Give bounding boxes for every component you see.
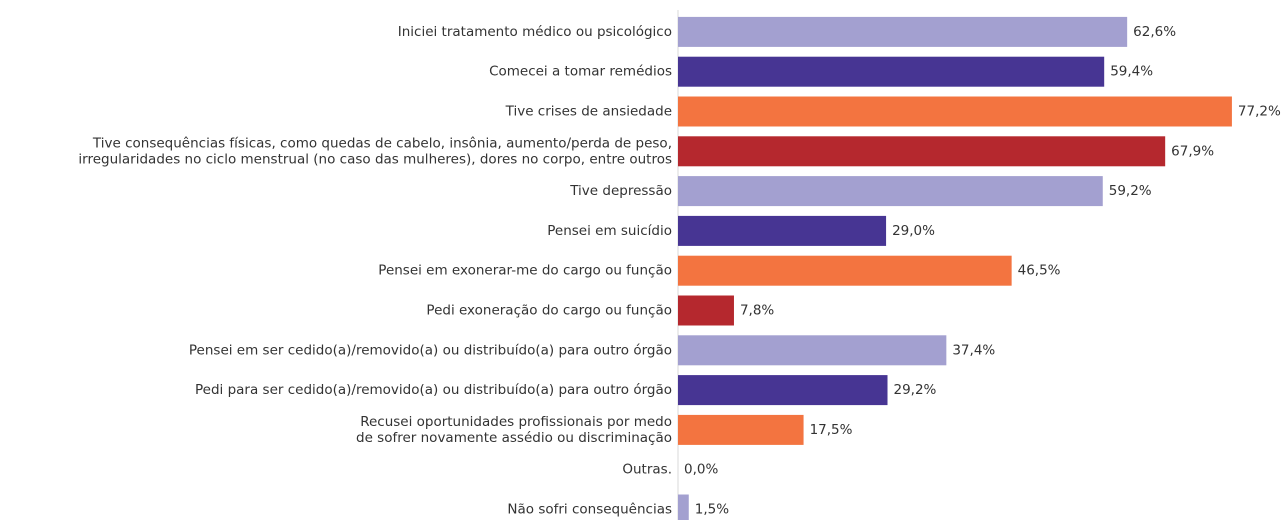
category-label: Pensei em suicídio bbox=[547, 223, 672, 239]
value-label: 7,8% bbox=[740, 303, 774, 319]
category-label: Pensei em exonerar-me do cargo ou função bbox=[378, 263, 672, 279]
category-label: Pedi exoneração do cargo ou função bbox=[426, 303, 672, 319]
bar bbox=[678, 335, 947, 366]
value-label: 62,6% bbox=[1133, 24, 1176, 40]
value-label: 1,5% bbox=[695, 502, 729, 518]
category-label: Outras. bbox=[622, 462, 672, 478]
bar bbox=[678, 295, 734, 326]
value-label: 0,0% bbox=[684, 462, 718, 478]
category-label: Tive crises de ansiedade bbox=[505, 104, 672, 120]
value-label: 29,0% bbox=[892, 223, 935, 239]
category-label: irregularidades no ciclo menstrual (no c… bbox=[78, 151, 672, 167]
value-label: 17,5% bbox=[810, 422, 853, 438]
category-label: Tive depressão bbox=[569, 183, 672, 199]
category-label: Recusei oportunidades profissionais por … bbox=[360, 414, 672, 430]
bar bbox=[678, 16, 1128, 47]
category-label: Pensei em ser cedido(a)/removido(a) ou d… bbox=[189, 342, 672, 358]
category-label: Pedi para ser cedido(a)/removido(a) ou d… bbox=[195, 382, 672, 398]
category-label: de sofrer novamente assédio ou discrimin… bbox=[356, 430, 672, 446]
value-label: 67,9% bbox=[1171, 143, 1214, 159]
bar bbox=[678, 136, 1166, 167]
bar bbox=[678, 375, 888, 406]
value-label: 46,5% bbox=[1018, 263, 1061, 279]
bar bbox=[678, 215, 887, 246]
category-label: Tive consequências físicas, como quedas … bbox=[92, 135, 672, 151]
value-label: 37,4% bbox=[952, 342, 995, 358]
category-label: Iniciei tratamento médico ou psicológico bbox=[398, 24, 672, 40]
bar bbox=[678, 176, 1103, 207]
value-label: 59,4% bbox=[1110, 64, 1153, 80]
bar bbox=[678, 414, 804, 445]
value-label: 77,2% bbox=[1238, 104, 1281, 120]
bar bbox=[678, 96, 1232, 127]
value-label: 29,2% bbox=[894, 382, 937, 398]
bar bbox=[678, 494, 689, 520]
value-label: 59,2% bbox=[1109, 183, 1152, 199]
bar bbox=[678, 56, 1105, 87]
bar bbox=[678, 255, 1012, 286]
category-label: Não sofri consequências bbox=[507, 502, 672, 518]
category-label: Comecei a tomar remédios bbox=[489, 64, 672, 80]
